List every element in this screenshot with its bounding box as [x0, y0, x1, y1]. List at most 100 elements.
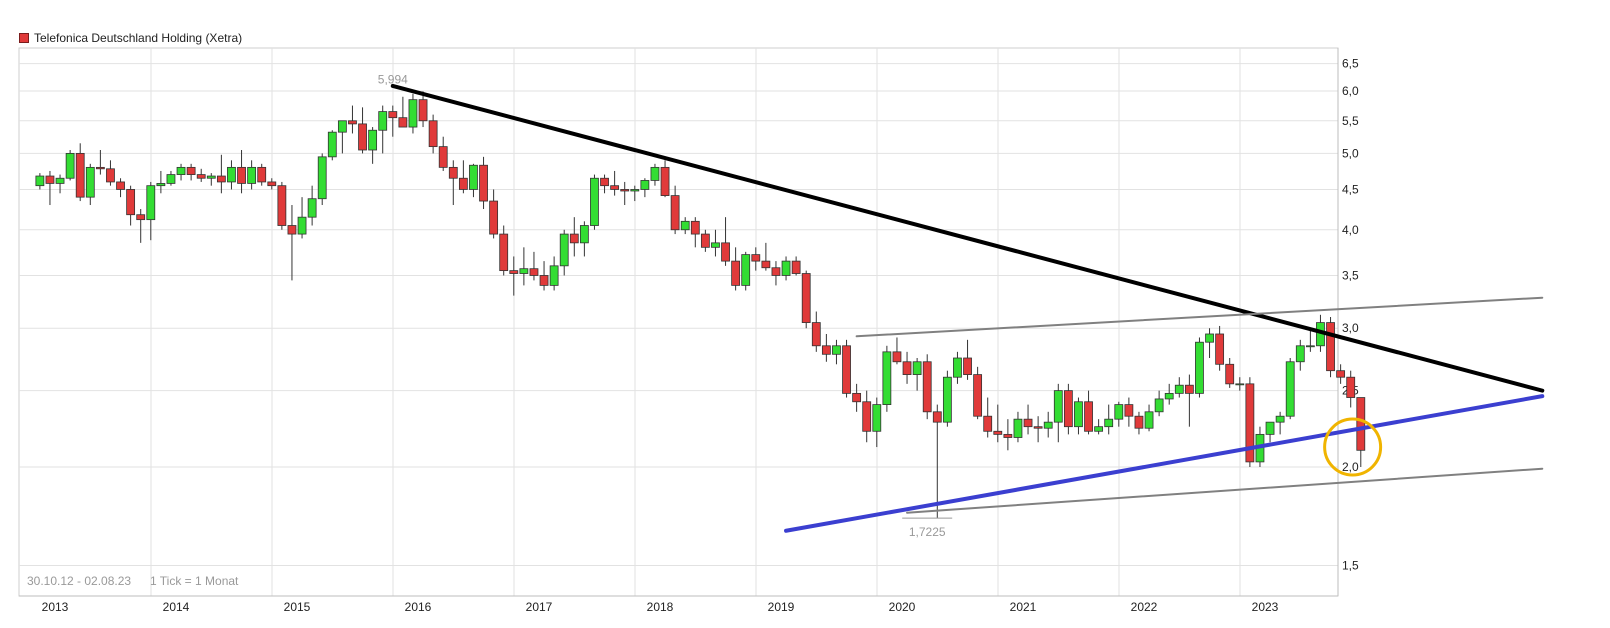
- candle-body: [630, 189, 640, 192]
- candle-body: [660, 166, 670, 196]
- candle-body: [1074, 401, 1083, 428]
- y-tick-label: 6,5: [1342, 57, 1359, 71]
- candle-body: [842, 345, 851, 394]
- candle-body: [247, 166, 257, 184]
- candle-body: [85, 166, 95, 198]
- candle-body: [1245, 383, 1255, 463]
- x-tick-label: 2017: [526, 600, 553, 614]
- candle-body: [549, 265, 559, 286]
- legend-label: Telefonica Deutschland Holding (Xetra): [34, 31, 243, 45]
- candle-body: [539, 275, 549, 286]
- candle-body: [569, 233, 579, 244]
- candle-body: [448, 166, 458, 179]
- x-tick-label: 2019: [768, 600, 795, 614]
- candle-body: [579, 225, 589, 244]
- highlight-circle: [1323, 417, 1383, 477]
- candle-body: [438, 146, 448, 168]
- candle-body: [428, 120, 438, 148]
- candle-body: [922, 361, 932, 413]
- candle-body: [590, 177, 599, 226]
- candle-body: [257, 166, 267, 183]
- candle-body: [166, 174, 176, 184]
- candle-body: [1195, 341, 1204, 394]
- candle-body: [458, 177, 468, 190]
- candle-body: [489, 200, 499, 235]
- candle-body: [721, 242, 730, 262]
- legend-swatch: [19, 33, 29, 43]
- x-tick-label: 2013: [42, 600, 69, 614]
- candle-body: [892, 351, 902, 363]
- candle-body: [811, 322, 821, 347]
- annotation-label: 1,7225: [909, 525, 946, 539]
- trendline: [855, 296, 1544, 338]
- trendline: [906, 467, 1544, 514]
- candle-body: [1104, 418, 1114, 428]
- y-tick-label: 2,0: [1342, 460, 1359, 474]
- candle-body: [852, 392, 862, 403]
- candle-body: [902, 361, 912, 375]
- candle-body: [176, 166, 186, 175]
- y-tick-label: 4,0: [1342, 223, 1359, 237]
- candle-body: [821, 345, 831, 355]
- date-range-label: 30.10.12 - 02.08.23: [27, 574, 131, 588]
- candle-body: [186, 166, 196, 175]
- y-tick-label: 4,5: [1342, 182, 1359, 196]
- candle-body: [741, 254, 751, 286]
- candle-body: [751, 254, 761, 262]
- candle-body: [771, 267, 781, 276]
- candle-body: [1134, 415, 1144, 429]
- candle-body: [368, 129, 378, 151]
- y-tick-label: 3,5: [1342, 268, 1359, 282]
- candle-body: [1184, 384, 1194, 394]
- candle-body: [75, 152, 85, 198]
- candle-body: [1043, 421, 1053, 429]
- candle-body: [307, 198, 317, 218]
- x-tick-label: 2021: [1010, 600, 1037, 614]
- candle-body: [963, 357, 972, 375]
- candle-body: [1285, 361, 1295, 417]
- candle-body: [781, 260, 791, 276]
- candle-body: [1003, 433, 1013, 438]
- x-tick-label: 2018: [647, 600, 674, 614]
- y-tick-label: 3,0: [1342, 321, 1359, 335]
- candle-body: [1174, 384, 1184, 394]
- candle-body: [1084, 401, 1093, 432]
- candle-body: [1356, 397, 1366, 451]
- candle-body: [499, 233, 509, 272]
- candle-body: [1053, 390, 1063, 423]
- x-tick-label: 2016: [405, 600, 432, 614]
- candle-body: [862, 401, 872, 432]
- candle-body: [1164, 392, 1174, 400]
- chart-legend: Telefonica Deutschland Holding (Xetra): [19, 31, 242, 45]
- candle-body: [509, 270, 519, 274]
- candle-body: [388, 111, 398, 119]
- candle-body: [1094, 426, 1104, 432]
- candle-body: [600, 177, 609, 187]
- candle-body: [55, 177, 65, 184]
- candle-body: [700, 233, 710, 248]
- x-tick-label: 2015: [284, 600, 311, 614]
- trendline: [390, 83, 1545, 393]
- candle-body: [912, 361, 922, 375]
- candle-body: [206, 175, 216, 179]
- candle-body: [670, 195, 680, 231]
- candle-body: [1023, 418, 1033, 428]
- candle-body: [146, 185, 156, 221]
- candle-body: [953, 357, 962, 378]
- candle-body: [882, 351, 892, 406]
- y-tick-label: 1,5: [1342, 558, 1359, 572]
- candle-body: [297, 216, 307, 235]
- candle-body: [277, 185, 287, 226]
- candle-body: [237, 166, 246, 184]
- candle-body: [559, 233, 569, 267]
- candle-body: [529, 268, 539, 276]
- candle-body: [398, 117, 408, 128]
- y-tick-label: 5,0: [1342, 146, 1359, 160]
- candle-body: [327, 131, 337, 158]
- candle-body: [1225, 363, 1235, 385]
- x-tick-label: 2022: [1131, 600, 1158, 614]
- candle-body: [267, 181, 277, 187]
- candle-body: [337, 120, 347, 133]
- candle-body: [973, 374, 983, 417]
